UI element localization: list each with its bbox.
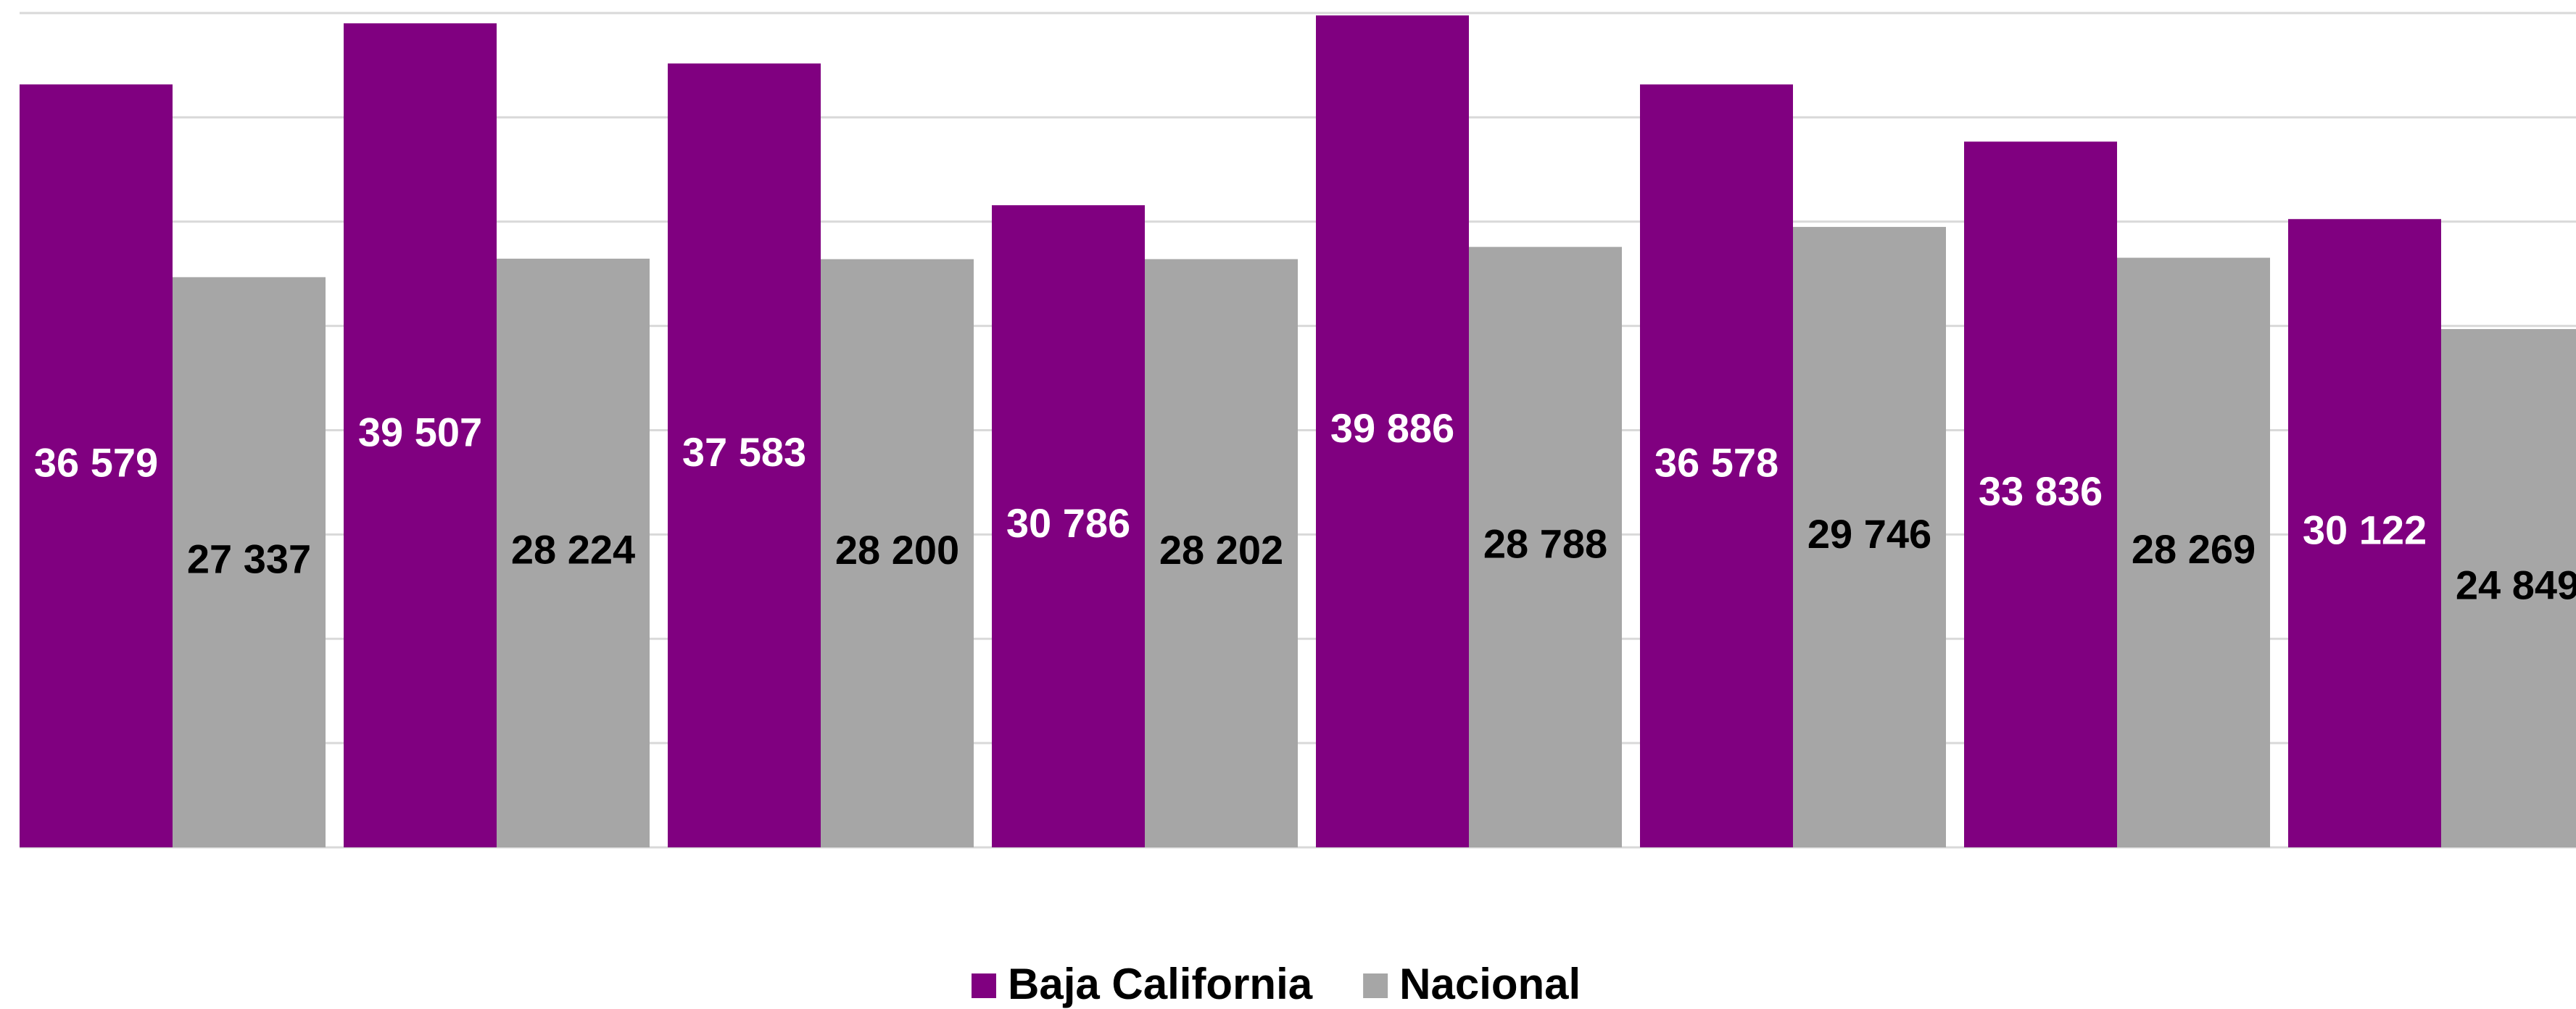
bar xyxy=(2288,219,2441,847)
bar xyxy=(173,277,326,848)
bar xyxy=(1316,15,1469,847)
bar xyxy=(1145,259,1298,848)
data-label: 28 788 xyxy=(1483,521,1607,567)
bar xyxy=(821,259,974,847)
legend-swatch xyxy=(972,973,996,998)
bar xyxy=(1964,141,2117,848)
bar xyxy=(1469,246,1622,847)
data-label: 28 200 xyxy=(835,527,959,573)
data-label: 28 202 xyxy=(1159,527,1283,573)
data-label: 36 578 xyxy=(1654,440,1778,486)
bar xyxy=(1640,84,1793,848)
bar xyxy=(344,23,497,848)
bar xyxy=(992,205,1145,848)
data-label: 36 579 xyxy=(34,440,158,486)
legend-label: Baja California xyxy=(1008,960,1313,1008)
data-label: 24 849 xyxy=(2456,562,2576,607)
bar xyxy=(1793,227,1946,847)
data-label: 39 886 xyxy=(1330,405,1454,451)
data-label: 39 507 xyxy=(358,409,482,454)
bar xyxy=(2441,328,2576,847)
data-label: 37 583 xyxy=(682,429,806,475)
bar xyxy=(2117,257,2270,847)
data-label: 28 269 xyxy=(2132,526,2256,572)
bar xyxy=(497,258,650,848)
legend-swatch xyxy=(1363,973,1388,998)
bar xyxy=(20,84,173,847)
bar xyxy=(668,63,821,847)
data-label: 33 836 xyxy=(1979,468,2103,514)
data-label: 29 746 xyxy=(1807,511,1931,557)
data-label: 30 786 xyxy=(1006,500,1130,546)
data-label: 30 122 xyxy=(2303,507,2427,552)
data-label: 28 224 xyxy=(511,527,635,573)
data-label: 27 337 xyxy=(187,536,311,581)
legend-label: Nacional xyxy=(1399,960,1581,1008)
